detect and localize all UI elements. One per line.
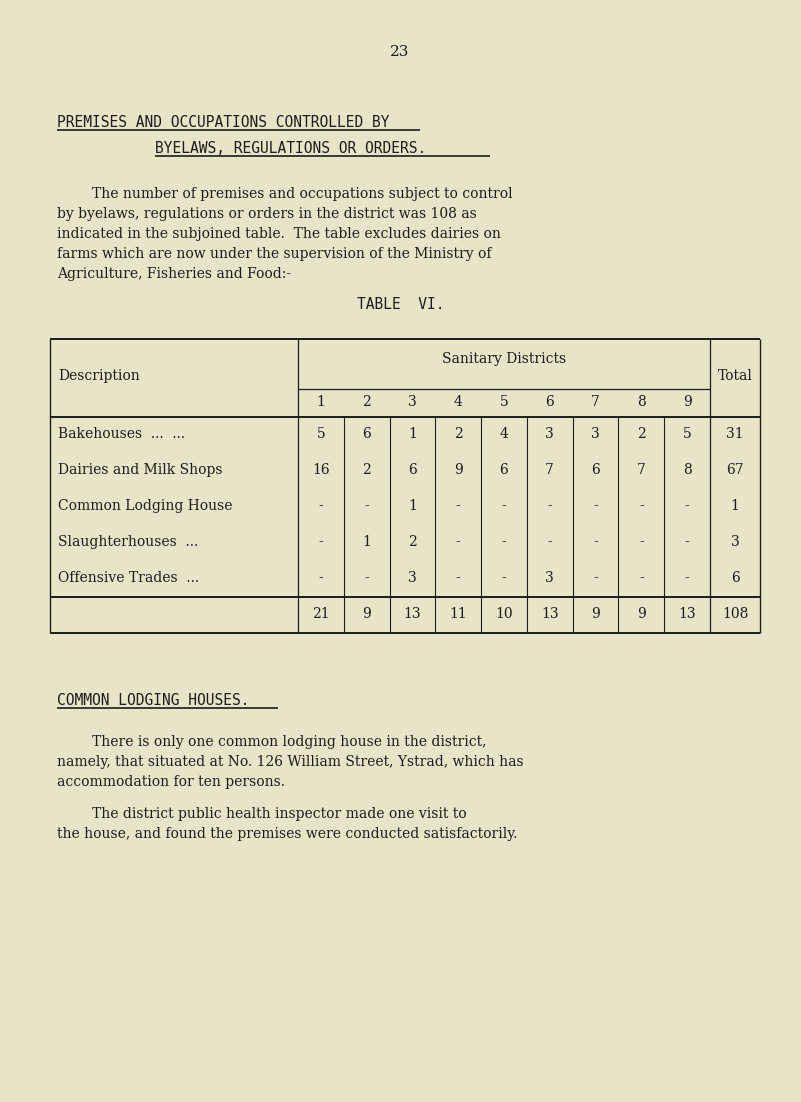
Text: 108: 108 — [722, 607, 748, 622]
Text: 9: 9 — [591, 607, 600, 622]
Text: 2: 2 — [362, 395, 371, 409]
Text: -: - — [456, 534, 461, 549]
Text: -: - — [547, 534, 552, 549]
Text: 1: 1 — [316, 395, 325, 409]
Text: 13: 13 — [404, 607, 421, 622]
Text: -: - — [594, 571, 598, 585]
Text: 5: 5 — [500, 395, 509, 409]
Text: 13: 13 — [678, 607, 696, 622]
Text: -: - — [639, 499, 644, 514]
Text: -: - — [685, 571, 690, 585]
Text: The district public health inspector made one visit to
the house, and found the : The district public health inspector mad… — [57, 807, 517, 841]
Text: -: - — [501, 499, 506, 514]
Text: 6: 6 — [362, 426, 371, 441]
Text: 31: 31 — [727, 426, 744, 441]
Text: 2: 2 — [637, 426, 646, 441]
Text: 1: 1 — [731, 499, 739, 514]
Text: 10: 10 — [495, 607, 513, 622]
Text: 9: 9 — [362, 607, 371, 622]
Text: 6: 6 — [731, 571, 739, 585]
Text: 1: 1 — [362, 534, 371, 549]
Text: 3: 3 — [408, 395, 417, 409]
Text: -: - — [319, 571, 324, 585]
Text: There is only one common lodging house in the district,
namely, that situated at: There is only one common lodging house i… — [57, 735, 524, 789]
Text: 13: 13 — [541, 607, 558, 622]
Text: 9: 9 — [682, 395, 691, 409]
Text: 7: 7 — [637, 463, 646, 477]
Text: 23: 23 — [390, 45, 409, 60]
Text: Offensive Trades  ...: Offensive Trades ... — [58, 571, 199, 585]
Text: 5: 5 — [682, 426, 691, 441]
Text: Slaughterhouses  ...: Slaughterhouses ... — [58, 534, 199, 549]
Text: Dairies and Milk Shops: Dairies and Milk Shops — [58, 463, 223, 477]
Text: -: - — [594, 534, 598, 549]
Text: 21: 21 — [312, 607, 330, 622]
Text: 9: 9 — [454, 463, 463, 477]
Text: 7: 7 — [545, 463, 554, 477]
Text: -: - — [685, 499, 690, 514]
Text: -: - — [501, 534, 506, 549]
Text: 6: 6 — [591, 463, 600, 477]
Text: -: - — [639, 571, 644, 585]
Text: 6: 6 — [408, 463, 417, 477]
Text: Total: Total — [718, 369, 752, 383]
Text: TABLE  VI.: TABLE VI. — [357, 298, 445, 312]
Text: PREMISES AND OCCUPATIONS CONTROLLED BY: PREMISES AND OCCUPATIONS CONTROLLED BY — [57, 115, 389, 130]
Text: The number of premises and occupations subject to control
by byelaws, regulation: The number of premises and occupations s… — [57, 187, 513, 281]
Text: 8: 8 — [682, 463, 691, 477]
Text: 3: 3 — [408, 571, 417, 585]
Text: -: - — [501, 571, 506, 585]
Text: BYELAWS, REGULATIONS OR ORDERS.: BYELAWS, REGULATIONS OR ORDERS. — [155, 141, 426, 156]
Text: -: - — [319, 534, 324, 549]
Text: -: - — [639, 534, 644, 549]
Text: 3: 3 — [545, 426, 554, 441]
Text: 6: 6 — [500, 463, 509, 477]
Text: -: - — [364, 499, 369, 514]
Text: -: - — [456, 571, 461, 585]
Text: 9: 9 — [637, 607, 646, 622]
Text: -: - — [547, 499, 552, 514]
Text: 4: 4 — [454, 395, 463, 409]
Text: -: - — [685, 534, 690, 549]
Text: 67: 67 — [727, 463, 744, 477]
Text: 3: 3 — [545, 571, 554, 585]
Text: 7: 7 — [591, 395, 600, 409]
Text: 1: 1 — [408, 426, 417, 441]
Text: -: - — [456, 499, 461, 514]
Text: -: - — [594, 499, 598, 514]
Text: Common Lodging House: Common Lodging House — [58, 499, 232, 514]
Text: 8: 8 — [637, 395, 646, 409]
Text: 2: 2 — [408, 534, 417, 549]
Text: 3: 3 — [591, 426, 600, 441]
Text: Bakehouses  ...  ...: Bakehouses ... ... — [58, 426, 185, 441]
Text: 6: 6 — [545, 395, 554, 409]
Text: Description: Description — [58, 369, 139, 383]
Text: 11: 11 — [449, 607, 467, 622]
Text: 5: 5 — [316, 426, 325, 441]
Text: 2: 2 — [362, 463, 371, 477]
Text: 16: 16 — [312, 463, 330, 477]
Text: Sanitary Districts: Sanitary Districts — [442, 352, 566, 366]
Text: 1: 1 — [408, 499, 417, 514]
Text: COMMON LODGING HOUSES.: COMMON LODGING HOUSES. — [57, 693, 249, 707]
Text: 4: 4 — [500, 426, 509, 441]
Text: 2: 2 — [454, 426, 463, 441]
Text: 3: 3 — [731, 534, 739, 549]
Text: -: - — [319, 499, 324, 514]
Text: -: - — [364, 571, 369, 585]
